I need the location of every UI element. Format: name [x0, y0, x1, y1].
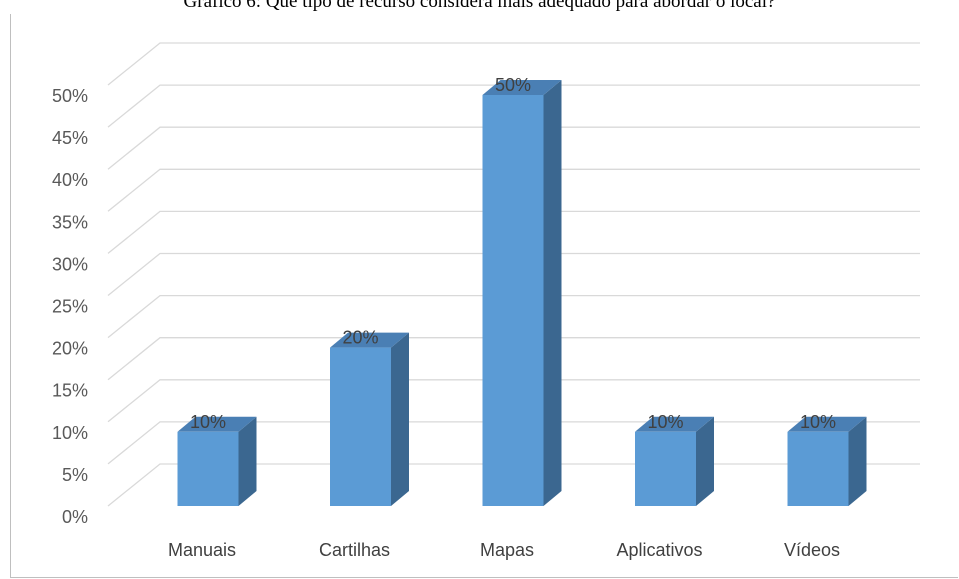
bar-top — [635, 416, 714, 432]
gridline — [107, 168, 920, 212]
gridline — [107, 379, 920, 423]
bar — [787, 416, 867, 506]
data-label: 10% — [647, 412, 683, 432]
bar-side — [238, 416, 257, 506]
bar-top — [177, 416, 257, 432]
bar-side — [848, 416, 867, 506]
bar — [330, 332, 409, 506]
x-category-label: Mapas — [480, 540, 534, 560]
y-tick-label: 20% — [52, 339, 88, 359]
bar — [635, 416, 714, 506]
x-category-label: Manuais — [168, 540, 236, 560]
gridlines — [107, 42, 920, 507]
y-tick-label: 0% — [62, 507, 88, 527]
bar-side — [391, 332, 409, 506]
gridline — [107, 210, 920, 254]
y-tick-label: 40% — [52, 170, 88, 190]
bar-front — [635, 431, 696, 506]
y-tick-label: 25% — [52, 297, 88, 317]
x-category-label: Cartilhas — [319, 540, 390, 560]
bar-front — [787, 431, 849, 506]
gridline — [107, 42, 920, 86]
gridline — [107, 294, 920, 339]
x-category-label: Aplicativos — [616, 540, 702, 560]
y-tick-label: 35% — [52, 212, 88, 232]
chart-frame — [10, 14, 958, 578]
data-label: 50% — [495, 75, 531, 95]
data-label: 10% — [800, 412, 836, 432]
y-axis-ticks: 0% 5% 10% 15% 20% 25% 30% 35% 40% 45% 50% — [52, 86, 88, 527]
gridline — [107, 126, 920, 170]
y-tick-label: 30% — [52, 254, 88, 274]
gridline — [107, 84, 920, 128]
y-tick-label: 10% — [52, 423, 88, 443]
bar-front — [482, 95, 544, 506]
bar-top — [330, 332, 409, 348]
bar-top — [482, 80, 562, 95]
bar-front — [177, 431, 239, 506]
data-labels: 10% 20% 50% 10% 10% — [190, 75, 836, 432]
x-axis-categories: Manuais Cartilhas Mapas Aplicativos Vídeos — [168, 540, 840, 560]
data-label: 20% — [342, 328, 378, 348]
gridline — [107, 337, 920, 381]
bar-front — [330, 347, 391, 506]
bar — [482, 80, 562, 506]
chart-title: Gráfico 6: Que tipo de recurso considera… — [183, 0, 776, 12]
y-tick-label: 45% — [52, 128, 88, 148]
bar — [177, 416, 257, 506]
data-label: 10% — [190, 412, 226, 432]
bar-side — [543, 80, 562, 506]
gridline — [107, 252, 920, 297]
y-tick-label: 50% — [52, 86, 88, 106]
bar-side — [696, 416, 714, 506]
y-tick-label: 5% — [62, 465, 88, 485]
bar-top — [787, 416, 867, 432]
y-tick-label: 15% — [52, 381, 88, 401]
x-category-label: Vídeos — [784, 540, 840, 560]
bars — [177, 80, 867, 506]
